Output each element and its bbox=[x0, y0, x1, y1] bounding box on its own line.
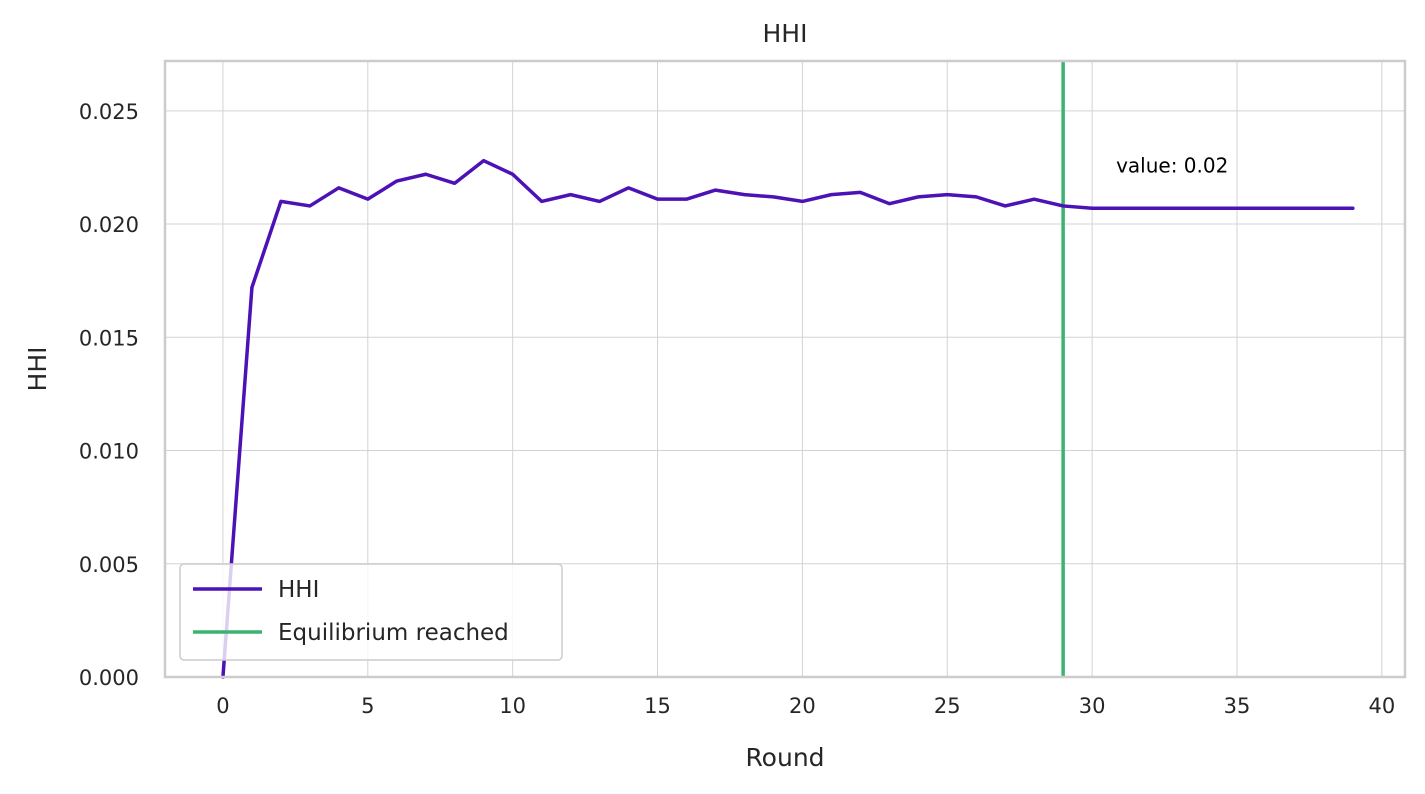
x-tick-labels: 0 5 10 15 20 25 30 35 40 bbox=[216, 694, 1395, 718]
y-tick-label: 0.025 bbox=[79, 100, 139, 124]
legend-label-hhi: HHI bbox=[278, 577, 319, 603]
y-axis-label: HHI bbox=[23, 347, 52, 392]
x-tick-label: 30 bbox=[1079, 694, 1106, 718]
x-axis-label: Round bbox=[745, 743, 824, 772]
x-tick-label: 15 bbox=[644, 694, 671, 718]
y-tick-label: 0.010 bbox=[79, 440, 139, 464]
series-layer bbox=[221, 158, 1355, 679]
y-tick-label: 0.015 bbox=[79, 326, 139, 350]
series-line-hhi bbox=[221, 158, 1355, 679]
y-tick-labels: 0.000 0.005 0.010 0.015 0.020 0.025 bbox=[79, 100, 139, 690]
x-tick-label: 40 bbox=[1368, 694, 1395, 718]
x-tick-label: 35 bbox=[1224, 694, 1251, 718]
value-annotation: value: 0.02 bbox=[1116, 154, 1228, 178]
y-tick-label: 0.020 bbox=[79, 213, 139, 237]
plot-frame bbox=[163, 59, 1407, 679]
legend-box bbox=[179, 563, 563, 661]
y-tick-label: 0.000 bbox=[79, 666, 139, 690]
chart-title: HHI bbox=[763, 19, 808, 48]
x-tick-label: 5 bbox=[361, 694, 374, 718]
x-tick-label: 25 bbox=[934, 694, 961, 718]
x-tick-label: 20 bbox=[789, 694, 816, 718]
x-tick-label: 0 bbox=[216, 694, 229, 718]
legend: HHI Equilibrium reached bbox=[179, 563, 563, 661]
legend-label-equilibrium: Equilibrium reached bbox=[278, 620, 509, 646]
y-tick-label: 0.005 bbox=[79, 553, 139, 577]
x-tick-label: 10 bbox=[499, 694, 526, 718]
